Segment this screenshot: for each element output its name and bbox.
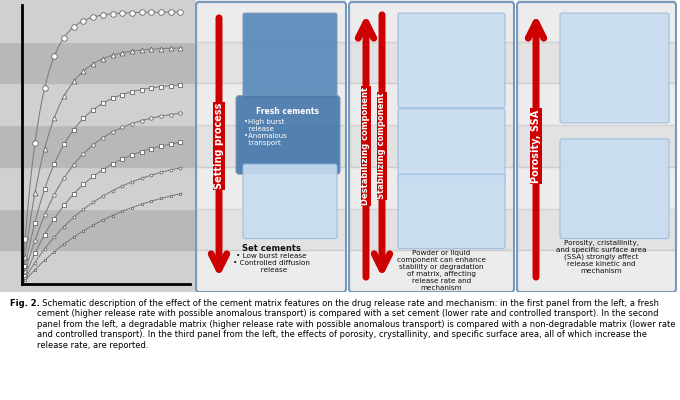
Text: • Low burst release
• Controlled diffusion
   release: • Low burst release • Controlled diffusi…	[233, 253, 309, 273]
Text: Fresh cements: Fresh cements	[256, 107, 320, 116]
FancyBboxPatch shape	[236, 96, 340, 174]
Text: Set cements: Set cements	[241, 244, 301, 253]
FancyBboxPatch shape	[398, 174, 505, 249]
Bar	[518, 125, 675, 167]
Bar	[518, 84, 675, 125]
Bar	[518, 42, 675, 84]
Bar	[0, 208, 195, 250]
Bar	[197, 84, 345, 125]
FancyBboxPatch shape	[560, 13, 669, 123]
Text: Powder or liquid
component can enhance
stability or degradation
of matrix, affec: Powder or liquid component can enhance s…	[397, 250, 486, 291]
FancyBboxPatch shape	[243, 164, 337, 239]
Bar	[350, 125, 513, 167]
FancyBboxPatch shape	[398, 109, 505, 183]
Bar	[197, 42, 345, 84]
Bar	[0, 167, 195, 208]
Text: Porosity, SSA: Porosity, SSA	[531, 109, 541, 183]
Bar	[350, 250, 513, 292]
Bar	[350, 84, 513, 125]
Bar	[197, 208, 345, 250]
Bar	[197, 250, 345, 292]
Bar	[0, 250, 195, 292]
Text: Stabilizing component: Stabilizing component	[377, 93, 386, 199]
Bar	[0, 42, 195, 84]
Bar	[197, 0, 345, 42]
Bar	[350, 167, 513, 208]
Text: Destabilizing component: Destabilizing component	[362, 87, 371, 205]
Bar	[0, 84, 195, 125]
Bar	[518, 250, 675, 292]
Bar	[0, 125, 195, 167]
Bar	[518, 167, 675, 208]
Bar	[350, 0, 513, 42]
Bar	[518, 208, 675, 250]
FancyBboxPatch shape	[560, 139, 669, 239]
Bar	[350, 42, 513, 84]
FancyBboxPatch shape	[398, 13, 505, 108]
Text: •High burst
  release
•Anomalous
  transport: •High burst release •Anomalous transport	[244, 119, 287, 146]
Text: Fig. 2.: Fig. 2.	[10, 299, 40, 308]
Bar	[350, 208, 513, 250]
Bar	[197, 125, 345, 167]
Text: Porosity, cristallinity,
and specific surface area
(SSA) strongly affect
release: Porosity, cristallinity, and specific su…	[556, 240, 647, 274]
Text: Setting process: Setting process	[214, 103, 224, 189]
Bar	[0, 0, 195, 42]
Bar	[197, 167, 345, 208]
Bar	[518, 0, 675, 42]
FancyBboxPatch shape	[243, 13, 337, 98]
Text: Schematic description of the effect of the cement matrix features on the drug re: Schematic description of the effect of t…	[37, 299, 675, 350]
